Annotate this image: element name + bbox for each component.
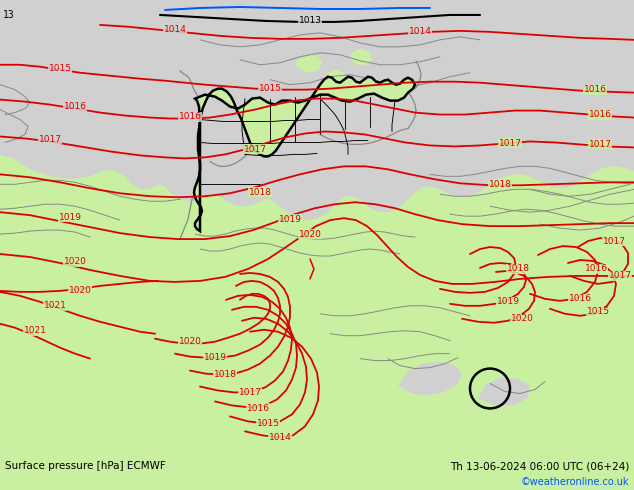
Text: ©weatheronline.co.uk: ©weatheronline.co.uk [521, 477, 629, 487]
Polygon shape [0, 0, 634, 220]
Text: 1016: 1016 [179, 112, 202, 121]
Text: 1017: 1017 [238, 388, 261, 397]
Text: 1018: 1018 [249, 188, 271, 197]
Text: 1016: 1016 [569, 294, 592, 303]
Text: 1015: 1015 [48, 64, 72, 73]
Text: 1018: 1018 [507, 265, 529, 273]
Text: 1017: 1017 [243, 145, 266, 154]
Polygon shape [398, 362, 462, 395]
Text: 1014: 1014 [269, 433, 292, 442]
Text: 1018: 1018 [489, 180, 512, 189]
Text: 1017: 1017 [588, 140, 612, 149]
Text: 1019: 1019 [278, 215, 302, 223]
Polygon shape [0, 129, 30, 154]
Text: 1019: 1019 [496, 297, 519, 306]
Text: 1016: 1016 [588, 110, 612, 119]
Polygon shape [194, 77, 415, 231]
Text: 1016: 1016 [585, 265, 607, 273]
Polygon shape [325, 70, 346, 85]
Text: 1019: 1019 [58, 213, 82, 221]
Text: 1021: 1021 [23, 326, 46, 335]
Text: 1020: 1020 [299, 230, 321, 239]
Text: 1018: 1018 [214, 370, 236, 379]
Text: 1014: 1014 [164, 25, 186, 34]
Text: 1020: 1020 [510, 314, 533, 323]
Text: 1015: 1015 [259, 84, 281, 93]
Text: 1013: 1013 [299, 17, 321, 25]
Polygon shape [478, 377, 530, 405]
Text: 1017: 1017 [602, 237, 626, 245]
Text: 1020: 1020 [68, 286, 91, 295]
Text: Th 13-06-2024 06:00 UTC (06+24): Th 13-06-2024 06:00 UTC (06+24) [450, 461, 629, 471]
Text: 1021: 1021 [44, 301, 67, 310]
Text: 1017: 1017 [609, 271, 631, 280]
Text: 1015: 1015 [586, 307, 609, 317]
Text: 1019: 1019 [204, 353, 226, 362]
Text: 1014: 1014 [408, 27, 432, 36]
Text: 1017: 1017 [39, 135, 61, 144]
Text: Surface pressure [hPa] ECMWF: Surface pressure [hPa] ECMWF [5, 461, 165, 471]
Text: 1017: 1017 [498, 139, 522, 148]
Polygon shape [350, 49, 372, 65]
Text: 13: 13 [3, 10, 15, 20]
Text: 1016: 1016 [63, 102, 86, 111]
Polygon shape [0, 0, 32, 128]
Text: 1020: 1020 [179, 337, 202, 346]
Text: 1020: 1020 [63, 257, 86, 267]
Text: 1016: 1016 [247, 404, 269, 413]
Text: 1015: 1015 [257, 419, 280, 428]
Text: 1016: 1016 [583, 85, 607, 94]
Polygon shape [295, 55, 322, 73]
